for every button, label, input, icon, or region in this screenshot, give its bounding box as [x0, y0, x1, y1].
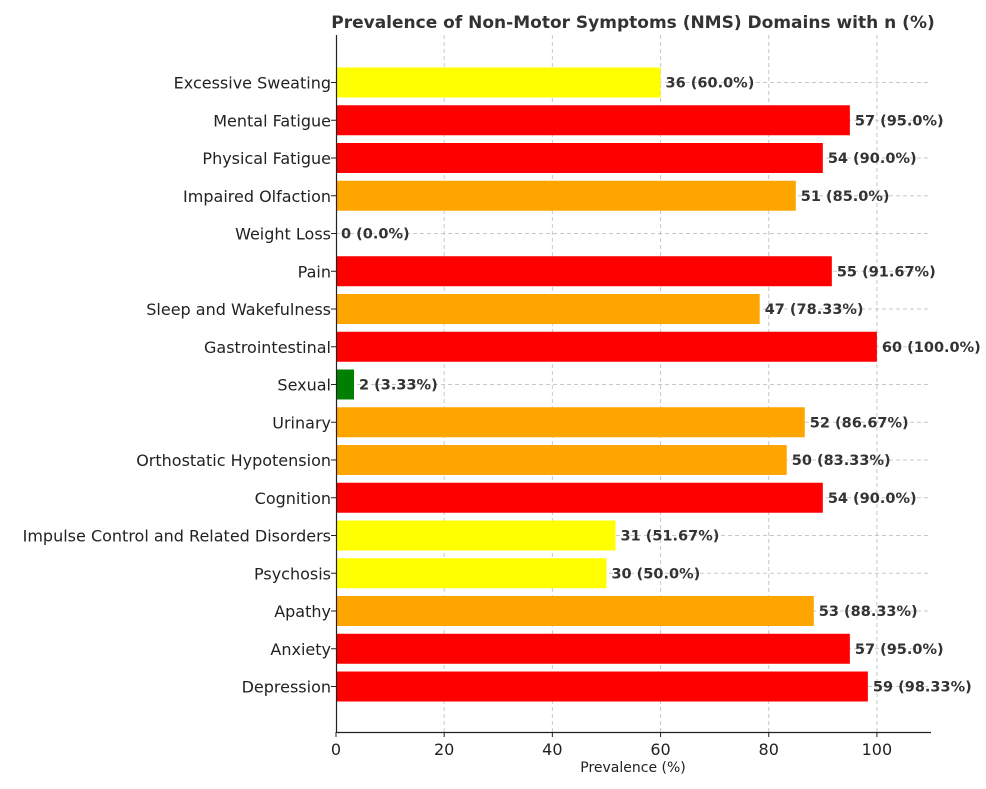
- x-tick-label: 60: [650, 740, 670, 759]
- data-label: 50 (83.33%): [792, 453, 891, 469]
- x-tick-label: 100: [862, 740, 893, 759]
- data-label: 59 (98.33%): [873, 680, 972, 696]
- data-label: 54 (90.0%): [828, 151, 917, 167]
- axes: [335, 35, 931, 734]
- data-label: 47 (78.33%): [765, 302, 864, 318]
- data-label: 55 (91.67%): [837, 264, 936, 280]
- bars: [336, 67, 877, 702]
- data-label: 52 (86.67%): [810, 415, 909, 431]
- bar: [336, 369, 355, 400]
- bar: [336, 180, 796, 211]
- bar: [336, 105, 850, 136]
- category-label: Excessive Sweating: [174, 74, 331, 93]
- data-label: 60 (100.0%): [882, 340, 981, 356]
- data-label: 30 (50.0%): [611, 566, 700, 582]
- data-label: 31 (51.67%): [620, 529, 719, 545]
- category-label: Weight Loss: [235, 225, 331, 244]
- data-label: 57 (95.0%): [855, 642, 944, 658]
- data-label: 2 (3.33%): [359, 378, 438, 394]
- category-label: Orthostatic Hypotension: [136, 451, 331, 470]
- bar: [336, 331, 877, 362]
- bar: [336, 482, 823, 513]
- data-label: 0 (0.0%): [341, 227, 410, 243]
- x-tick-label: 0: [331, 740, 341, 759]
- bar: [336, 558, 607, 589]
- bar: [336, 520, 616, 551]
- bar: [336, 445, 787, 475]
- x-tick-label: 40: [542, 740, 562, 759]
- category-label: Anxiety: [270, 640, 331, 659]
- data-label: 36 (60.0%): [666, 76, 755, 92]
- category-label: Physical Fatigue: [202, 149, 331, 168]
- bar: [336, 143, 823, 173]
- category-label: Sexual: [277, 376, 331, 395]
- data-label: 57 (95.0%): [855, 113, 944, 129]
- bar: [336, 407, 805, 438]
- category-label: Psychosis: [254, 564, 331, 583]
- x-axis-label: Prevalence (%): [580, 760, 686, 776]
- x-tick-label: 80: [759, 740, 779, 759]
- category-label: Impaired Olfaction: [183, 187, 331, 206]
- data-label: 53 (88.33%): [819, 604, 918, 620]
- category-label: Cognition: [255, 489, 331, 508]
- bar: [336, 294, 760, 324]
- bar: [336, 671, 868, 702]
- category-label: Impulse Control and Related Disorders: [23, 527, 331, 546]
- y-ticks: Depression Anxiety Apathy Psychosis Impulse …: [23, 74, 336, 697]
- bar: [336, 256, 832, 287]
- category-label: Apathy: [274, 602, 331, 621]
- value-labels: 59 (98.33%) 57 (95.0%) 53 (88.33%) 30 (50.0…: [341, 76, 981, 696]
- category-label: Mental Fatigue: [213, 111, 331, 130]
- data-label: 54 (90.0%): [828, 491, 917, 507]
- category-label: Urinary: [272, 413, 331, 432]
- x-ticks: 0 20 40 60 80 100: [331, 732, 892, 759]
- data-label: 51 (85.0%): [801, 189, 890, 205]
- x-tick-label: 20: [434, 740, 454, 759]
- category-label: Pain: [298, 262, 331, 281]
- chart-title: Prevalence of Non-Motor Symptoms (NMS) D…: [331, 13, 935, 33]
- category-label: Depression: [242, 678, 331, 697]
- bar: [336, 67, 661, 98]
- bar: [336, 633, 850, 664]
- bar: [336, 596, 814, 626]
- category-label: Gastrointestinal: [204, 338, 331, 357]
- category-label: Sleep and Wakefulness: [146, 300, 331, 319]
